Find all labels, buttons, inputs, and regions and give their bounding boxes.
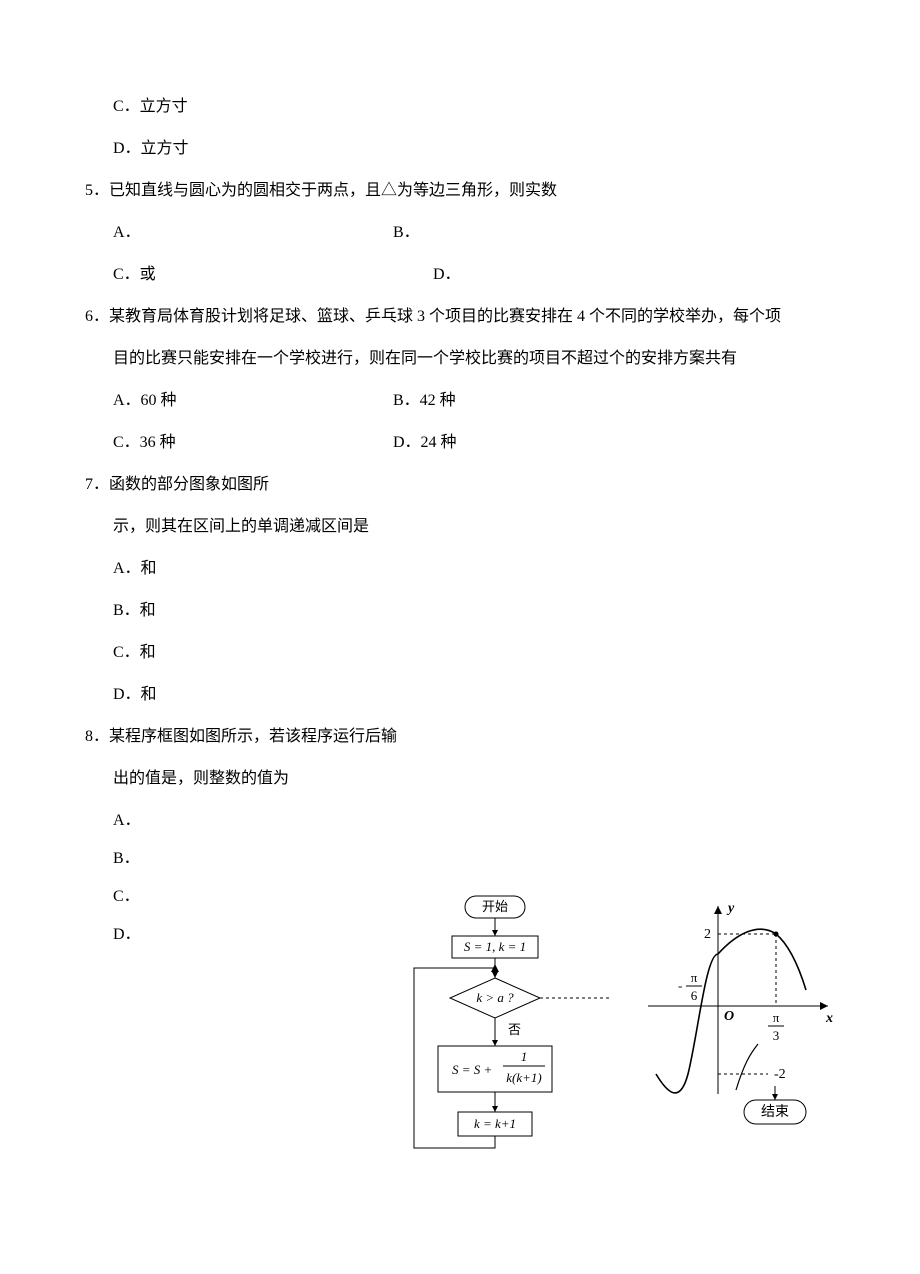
q5-option-a: A．: [85, 221, 365, 245]
question-7: 7．函数的部分图象如图所 示，则其在区间上的单调递减区间是 A．和 B．和 C．…: [85, 473, 835, 707]
y-top-label: 2: [704, 927, 711, 942]
q8-line2: 出的值是，则整数的值为: [85, 767, 445, 791]
q7-option-b: B．和: [85, 599, 156, 623]
q8-option-d: D．: [85, 923, 141, 947]
q7-option-a: A．和: [85, 557, 157, 581]
q7-option-d: D．和: [85, 683, 157, 707]
question-8: 8．某程序框图如图所示，若该程序运行后输 出的值是，则整数的值为 A． B． C…: [85, 725, 445, 947]
q5-option-c: C．或: [85, 263, 405, 287]
svg-text:π: π: [691, 970, 698, 985]
q4-option-c: C．立方寸: [85, 95, 188, 119]
q8-line1: 8．某程序框图如图所示，若该程序运行后输: [85, 725, 445, 749]
svg-text:3: 3: [773, 1028, 780, 1043]
q6-option-d: D．24 种: [365, 431, 835, 455]
x-neg-frac: - π 6: [678, 970, 702, 1003]
q6-option-a: A．60 种: [85, 389, 365, 413]
flow-step1-den: k(k+1): [506, 1070, 541, 1085]
q6-option-c: C．36 种: [85, 431, 365, 455]
q5-option-d: D．: [405, 263, 835, 287]
svg-text:π: π: [773, 1010, 780, 1025]
q5-text: 5．已知直线与圆心为的圆相交于两点，且△为等边三角形，则实数: [85, 179, 835, 203]
flow-no-label: 否: [508, 1022, 521, 1037]
q5-option-b: B．: [365, 221, 835, 245]
q7-line2: 示，则其在区间上的单调递减区间是: [85, 515, 835, 539]
question-6: 6．某教育局体育股计划将足球、篮球、乒乓球 3 个项目的比赛安排在 4 个不同的…: [85, 305, 835, 455]
svg-text:6: 6: [691, 988, 698, 1003]
q8-option-c: C．: [85, 885, 140, 909]
y-bot-label: -2: [774, 1067, 786, 1082]
q6-option-b: B．42 种: [365, 389, 835, 413]
flow-step1-num: 1: [521, 1049, 528, 1064]
figures-svg: 开始 S = 1, k = 1 k > a ? 否 S = S + 1 k(k+…: [400, 894, 840, 1184]
flow-step1-left: S = S +: [452, 1062, 492, 1077]
flow-init-label: S = 1, k = 1: [464, 939, 526, 954]
q8-option-a: A．: [85, 809, 141, 833]
q8-option-b: B．: [85, 847, 140, 871]
q4-option-d: D．立方寸: [85, 137, 189, 161]
x-pos-frac: π 3: [768, 1010, 784, 1043]
y-axis-label: y: [726, 901, 735, 916]
flow-end-label: 结束: [761, 1104, 789, 1120]
svg-text:-: -: [678, 978, 682, 993]
figures-container: 开始 S = 1, k = 1 k > a ? 否 S = S + 1 k(k+…: [400, 894, 840, 1184]
q6-line2: 目的比赛只能安排在一个学校进行，则在同一个学校比赛的项目不超过个的安排方案共有: [85, 347, 835, 371]
flow-cond-label: k > a ?: [476, 990, 514, 1005]
flow-start-label: 开始: [482, 899, 508, 914]
x-axis-label: x: [825, 1011, 833, 1026]
question-5: 5．已知直线与圆心为的圆相交于两点，且△为等边三角形，则实数 A． B． C．或…: [85, 179, 835, 287]
q6-line1: 6．某教育局体育股计划将足球、篮球、乒乓球 3 个项目的比赛安排在 4 个不同的…: [85, 305, 835, 329]
question-4-partial: C．立方寸 D．立方寸: [85, 95, 835, 161]
origin-label: O: [724, 1009, 734, 1024]
q7-option-c: C．和: [85, 641, 156, 665]
q7-line1: 7．函数的部分图象如图所: [85, 473, 835, 497]
flow-step2-label: k = k+1: [474, 1116, 516, 1131]
